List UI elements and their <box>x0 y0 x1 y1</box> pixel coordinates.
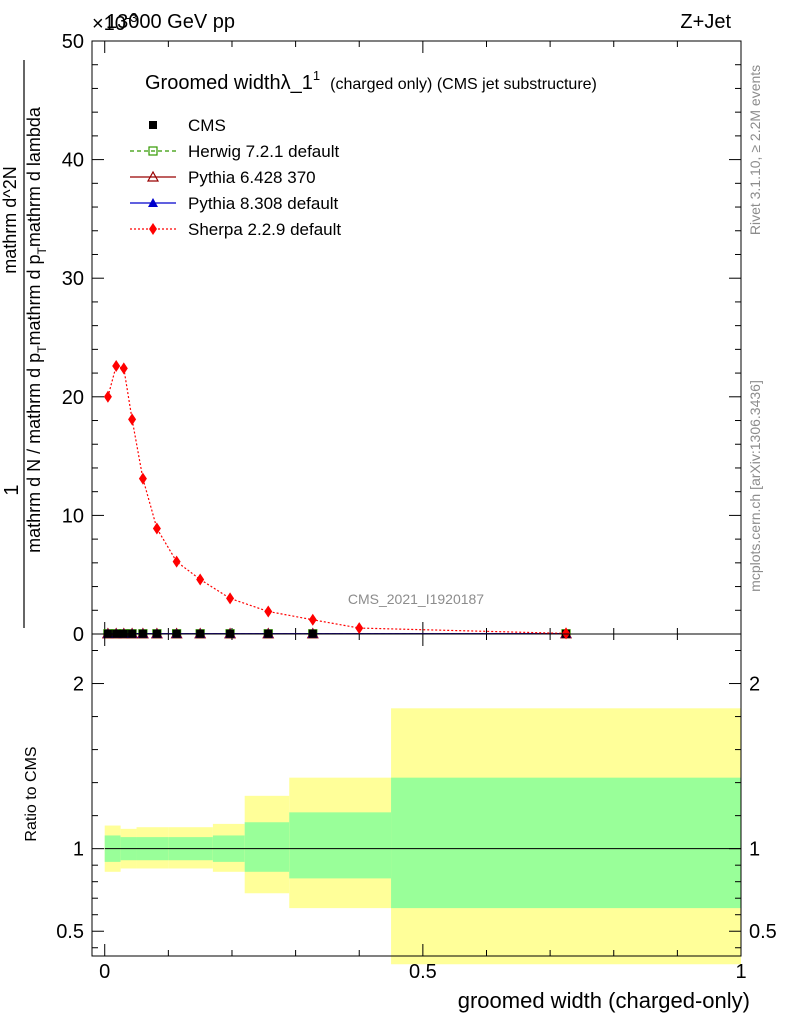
main-series-group <box>101 359 573 640</box>
sherpa-data-point <box>138 472 147 485</box>
main-y-tick-label: 0 <box>73 624 84 646</box>
ratio-x-axis: 0 0.5 1 <box>99 634 747 983</box>
ylabel-numerator-one: 1 <box>1 484 23 495</box>
legend-pythia8-label: Pythia 8.308 default <box>188 194 339 213</box>
energy-label: 13000 GeV pp <box>106 11 235 33</box>
ratio-plot-frame <box>91 633 742 957</box>
ratio-y-tick-label-right: 2 <box>749 674 760 696</box>
sherpa-data-point <box>308 613 317 626</box>
x-tick-label: 0 <box>99 961 110 983</box>
sherpa-data-point <box>128 413 137 426</box>
ratio-y-axis-label: Ratio to CMS <box>23 746 40 841</box>
main-y-tick-label: 20 <box>62 387 84 409</box>
x-tick-label: 0.5 <box>409 961 437 983</box>
main-y-axis-label: 1 mathrm d N / mathrm d pTmathrm d pTmat… <box>0 60 49 628</box>
legend-pythia8-marker <box>148 198 158 207</box>
x-axis-label: groomed width (charged-only) <box>458 988 750 1013</box>
main-plot-panel: 0 10 20 30 40 50 <box>62 31 742 646</box>
sherpa-data-point <box>355 622 364 635</box>
analysis-watermark: CMS_2021_I1920187 <box>348 591 484 607</box>
mcplots-credit-label: mcplots.cern.ch [arXiv:1306.3436] <box>747 380 763 592</box>
ratio-uncertainty-bands <box>104 708 741 965</box>
main-y-tick-label: 50 <box>62 31 84 53</box>
ylabel-inner-fraction: mathrm d^2N <box>0 166 20 273</box>
ratio-y-tick-label: 1 <box>73 839 84 861</box>
ratio-y-tick-label-right: 0.5 <box>749 921 777 943</box>
main-y-tick-label: 10 <box>62 505 84 527</box>
main-x-ticks <box>104 41 742 634</box>
legend-sherpa-marker <box>149 223 157 235</box>
plot-title: Groomed widthλ_11(charged only) (CMS jet… <box>145 68 597 94</box>
sherpa-data-point <box>119 362 128 375</box>
sherpa-data-point <box>562 627 571 640</box>
ratio-y-axis: 0.5 0.5 1 1 2 2 <box>56 650 777 949</box>
x-tick-label: 1 <box>735 961 746 983</box>
ratio-y-tick-label-right: 1 <box>749 839 760 861</box>
ratio-y-tick-label: 0.5 <box>56 921 84 943</box>
legend-herwig-label: Herwig 7.2.1 default <box>188 142 339 161</box>
process-label: Z+Jet <box>680 11 731 33</box>
main-y-tick-label: 30 <box>62 268 84 290</box>
ratio-inner-band <box>289 812 392 879</box>
ratio-inner-band <box>244 822 290 872</box>
sherpa-data-point <box>172 555 181 568</box>
legend: CMS Herwig 7.2.1 default Pythia 6.428 370 P… <box>130 116 341 239</box>
legend-pythia6-label: Pythia 6.428 370 <box>188 168 316 187</box>
ratio-y-tick-label: 2 <box>73 674 84 696</box>
legend-cms-marker <box>149 121 157 129</box>
sherpa-data-point <box>103 390 112 403</box>
legend-herwig-marker <box>148 146 158 156</box>
sherpa-data-point <box>152 522 161 535</box>
legend-sherpa-label: Sherpa 2.2.9 default <box>188 220 341 239</box>
sherpa-data-point <box>226 592 235 605</box>
main-y-tick-label: 40 <box>62 150 84 172</box>
rivet-version-label: Rivet 3.1.10, ≥ 2.2M events <box>747 65 763 235</box>
main-y-axis: 0 10 20 30 40 50 <box>62 31 741 646</box>
legend-cms-label: CMS <box>188 116 226 135</box>
sherpa-data-point <box>264 605 273 618</box>
exponent-label: ×10-3 <box>92 10 138 35</box>
sherpa-series-line <box>107 365 567 635</box>
legend-pythia6-marker <box>146 170 160 182</box>
ylabel-outer-denominator: mathrm d N / mathrm d pTmathrm d pTmathr… <box>24 106 49 553</box>
ratio-inner-band <box>391 777 741 909</box>
sherpa-data-point <box>112 359 121 372</box>
ratio-plot-panel: 0.5 0.51 12 2 0 0.5 1 <box>56 633 777 983</box>
sherpa-data-point <box>196 573 205 586</box>
